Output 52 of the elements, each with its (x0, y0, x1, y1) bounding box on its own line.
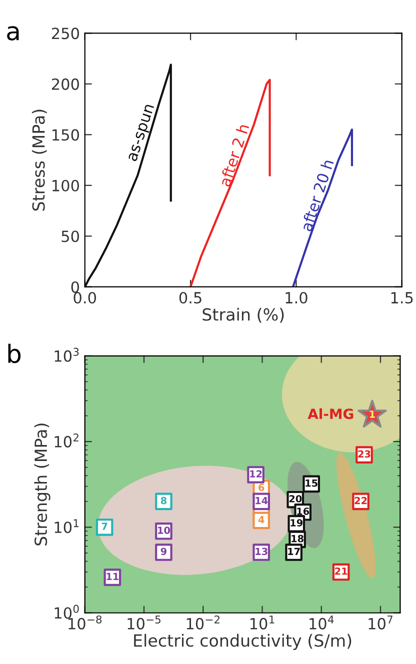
y-tick-label: 150 (52, 129, 79, 141)
x-tick-label: 10$^{−2}$ (186, 615, 220, 630)
annotation: 19 (290, 519, 303, 526)
annotation: 10 (158, 526, 170, 534)
annotation: 7 (102, 522, 108, 530)
annotation: 23 (358, 450, 370, 458)
annotation: 12 (250, 470, 262, 478)
annotation: 1 (370, 410, 375, 418)
annotation: 21 (335, 567, 348, 575)
text: as-spun (128, 104, 158, 163)
x-axis-title: Strain (%) (202, 308, 284, 323)
x-tick-label: 10$^{1}$ (250, 616, 274, 630)
y-tick-label: 0 (71, 281, 79, 293)
x-axis-title: Electric conductivity (S/m) (134, 634, 352, 650)
y-tick-label: 10$^{2}$ (54, 433, 78, 448)
y-tick-label: 50 (62, 230, 79, 242)
annotation: 14 (256, 497, 268, 504)
x-tick-label: 10$^{4}$ (310, 616, 334, 630)
annotation: 18 (292, 534, 304, 542)
x-tick-label: 1.5 (391, 292, 413, 304)
annotation: 20 (289, 495, 302, 502)
text: after 2 h (218, 123, 250, 188)
annotation: 15 (306, 480, 318, 487)
annotation: Al-MG (308, 408, 354, 420)
y-tick-label: 100 (52, 180, 79, 192)
x-tick-label: 0.0 (74, 292, 96, 304)
line-series (292, 128, 354, 287)
x-tick-label: 0.5 (179, 292, 202, 304)
y-axis-title: Stress (MPa) (32, 110, 47, 211)
y-tick-label: 10$^{3}$ (54, 348, 79, 362)
annotation: 11 (106, 572, 119, 580)
annotation: 8 (160, 496, 166, 504)
annotation: 16 (297, 508, 310, 515)
x-tick-label: 10$^{−5}$ (128, 616, 160, 630)
annotation: 9 (160, 548, 166, 556)
chart-title: a (7, 26, 19, 40)
text: after 20 h (300, 158, 334, 232)
annotation: 22 (354, 496, 367, 504)
x-tick-label: 1.0 (286, 292, 308, 304)
y-tick-label: 250 (52, 28, 79, 40)
annotation: 17 (288, 548, 300, 555)
line-series (189, 78, 271, 287)
y-axis-title: Strength (MPa) (34, 424, 50, 546)
y-tick-label: 10$^{0}$ (54, 604, 79, 619)
annotation: 4 (258, 516, 264, 524)
chart-title: b (8, 344, 21, 364)
annotation: 13 (256, 548, 268, 556)
annotation: 6 (258, 484, 264, 492)
line-series (84, 64, 172, 287)
x-tick-label: 10$^{7}$ (368, 616, 393, 630)
y-tick-label: 200 (52, 78, 79, 90)
y-tick-label: 10$^{1}$ (54, 519, 79, 534)
